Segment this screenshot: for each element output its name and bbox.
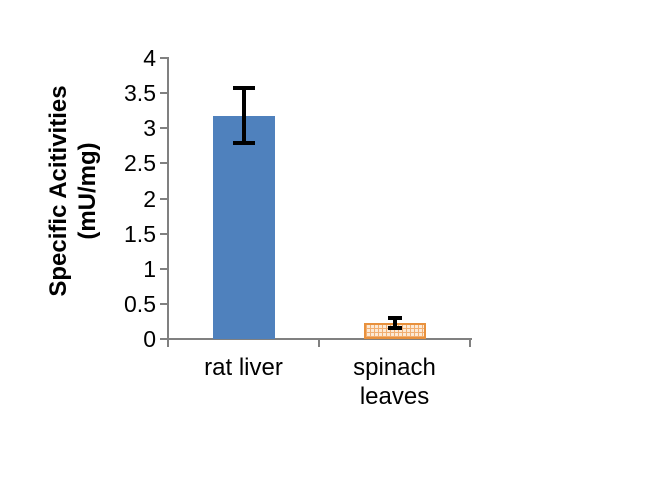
y-tick-label: 0.5 [124,290,156,317]
y-tick-label: 2 [143,185,156,212]
x-tick-mark [469,339,471,347]
y-tick-label: 2.5 [124,150,156,177]
error-bar-cap-bottom [387,325,402,330]
category-label: spinach leaves [295,353,495,411]
y-tick-label: 3.5 [124,80,156,107]
error-bar-cap-top [232,86,255,91]
y-tick-mark [160,338,168,340]
y-tick-mark [160,127,168,130]
y-tick-label: 1.5 [124,220,156,247]
y-axis-line [167,57,169,340]
rat-liver-bar [212,115,275,339]
y-tick-mark [160,162,168,165]
category-label-line: leaves [359,383,430,410]
error-bar-line [392,317,397,328]
error-bar-cap-bottom [232,141,255,145]
error-bar-line [241,88,246,143]
category-label-line: spinach [353,354,436,381]
y-tick-mark [160,302,168,305]
y-tick-label: 4 [143,45,156,71]
y-tick-mark [160,57,168,59]
y-tick-mark [160,232,168,235]
y-axis-title-line1: Specific Acitivities [45,85,72,297]
y-tick-label: 1 [143,255,156,282]
x-tick-mark [167,339,169,347]
y-tick-mark [160,92,168,95]
y-tick-mark [160,267,168,270]
spinach-leaves-bar [363,322,426,339]
category-label: rat liver [144,353,344,382]
y-tick-label: 3 [143,115,156,142]
category-label-line: rat liver [204,354,283,381]
y-tick-label: 0 [143,326,156,352]
error-bar-cap-top [387,315,402,320]
y-tick-mark [160,197,168,200]
x-tick-mark [318,339,320,347]
